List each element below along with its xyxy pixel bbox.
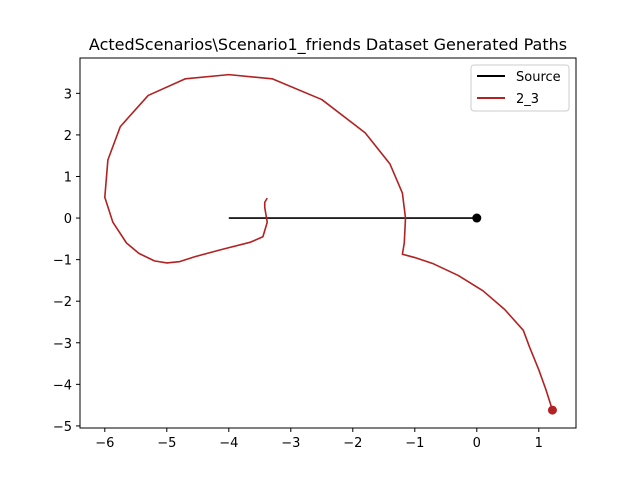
y-tick-label: 1 bbox=[64, 170, 72, 185]
series-line-2-3 bbox=[104, 73, 554, 411]
end-point-2-3 bbox=[547, 405, 557, 415]
legend-label-source: Source bbox=[516, 70, 561, 85]
y-tick-label: −1 bbox=[53, 254, 72, 269]
x-tick-label: 1 bbox=[535, 436, 543, 451]
legend: Source 2_3 bbox=[470, 64, 570, 112]
legend-label-2-3: 2_3 bbox=[516, 92, 539, 107]
x-tick-label: −6 bbox=[95, 436, 114, 451]
y-tick-label: 2 bbox=[64, 129, 72, 144]
y-tick-label: −4 bbox=[53, 378, 72, 393]
axis-ticks: −6 −5 −4 −3 −2 −1 0 1 −5 −4 −3 −2 −1 0 1 2 3 bbox=[53, 87, 543, 451]
x-tick-label: −5 bbox=[157, 436, 176, 451]
y-tick-label: 3 bbox=[64, 87, 72, 102]
y-tick-label: −5 bbox=[53, 420, 72, 435]
chart-title: ActedScenarios\Scenario1_friends Dataset… bbox=[89, 35, 567, 55]
y-tick-label: 0 bbox=[64, 212, 72, 227]
end-point-source bbox=[472, 213, 482, 223]
x-tick-label: −3 bbox=[281, 436, 300, 451]
x-tick-label: −1 bbox=[405, 436, 424, 451]
plot-area bbox=[104, 73, 557, 415]
x-tick-label: −2 bbox=[343, 436, 362, 451]
axes-frame bbox=[79, 57, 577, 429]
x-tick-label: 0 bbox=[473, 436, 481, 451]
x-tick-label: −4 bbox=[219, 436, 238, 451]
y-tick-label: −3 bbox=[53, 337, 72, 352]
y-tick-label: −2 bbox=[53, 295, 72, 310]
